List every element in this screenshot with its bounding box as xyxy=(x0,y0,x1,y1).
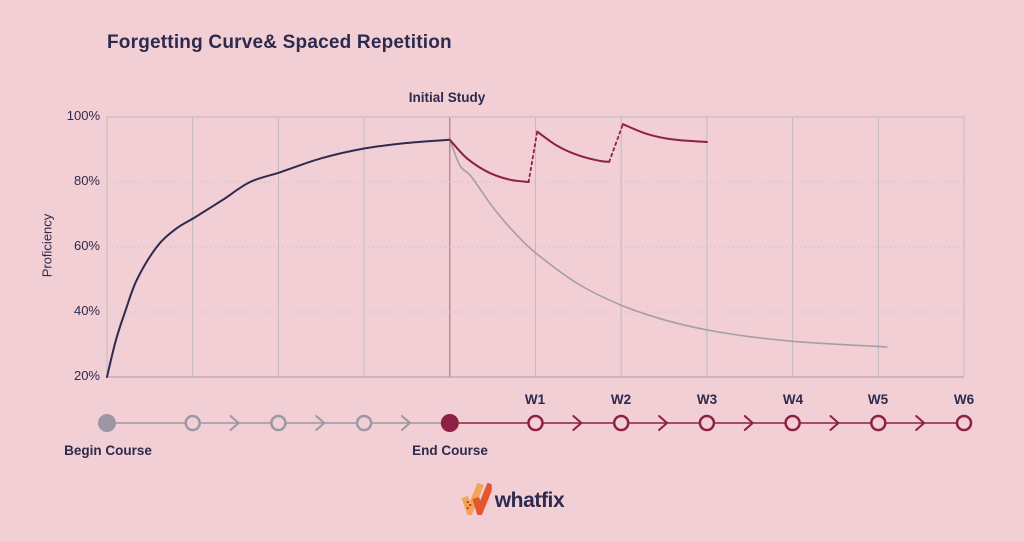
week-label-w1: W1 xyxy=(524,392,546,407)
timeline-node-open xyxy=(698,414,716,432)
timeline-node-open xyxy=(870,414,887,432)
end-course-label: End Course xyxy=(412,443,488,458)
timeline-node-open xyxy=(355,414,373,432)
week-label-w5: W5 xyxy=(867,392,889,407)
y-tick-80: 80% xyxy=(73,173,100,188)
chevron-right-icon xyxy=(572,415,583,431)
chevron-right-icon xyxy=(743,415,754,431)
timeline-node-filled xyxy=(440,414,459,432)
chevron-right-icon xyxy=(829,415,840,431)
week-label-w3: W3 xyxy=(696,392,718,407)
week-label-w6: W6 xyxy=(953,392,975,407)
begin-course-label: Begin Course xyxy=(64,443,152,458)
timeline-node-open xyxy=(955,414,973,432)
timeline-node-open xyxy=(184,414,201,432)
review-decay-1 xyxy=(448,138,530,183)
chevron-right-icon xyxy=(915,415,926,431)
y-tick-100: 100% xyxy=(66,108,100,123)
chevron-right-icon xyxy=(315,415,326,431)
chevron-right-icon xyxy=(229,415,240,431)
page-title: Forgetting Curve& Spaced Repetition xyxy=(107,32,452,53)
whatfix-logo-icon xyxy=(461,482,492,515)
review-decay-2 xyxy=(536,130,611,163)
review-rise-2 xyxy=(608,123,624,163)
y-tick-60: 60% xyxy=(73,238,100,253)
learning-curve xyxy=(106,138,451,378)
timeline-node-open xyxy=(270,414,287,432)
review-rise-1 xyxy=(527,130,539,183)
week-label-w4: W4 xyxy=(782,392,804,407)
chevron-right-icon xyxy=(400,415,411,431)
chevron-right-icon xyxy=(658,415,669,431)
timeline-node-open xyxy=(612,414,630,432)
week-label-w2: W2 xyxy=(610,392,632,407)
whatfix-wordmark: whatfix xyxy=(494,488,565,512)
whatfix-logo: whatfix xyxy=(460,477,565,515)
timeline-node-filled xyxy=(98,414,116,432)
forgetting-curve xyxy=(449,139,888,348)
y-tick-40: 40% xyxy=(73,303,100,318)
timeline-node-open xyxy=(527,414,544,432)
review-decay-3 xyxy=(621,123,708,143)
timeline-node-open xyxy=(784,414,801,432)
y-tick-20: 20% xyxy=(73,368,100,383)
initial-study-annotation: Initial Study xyxy=(408,90,486,105)
